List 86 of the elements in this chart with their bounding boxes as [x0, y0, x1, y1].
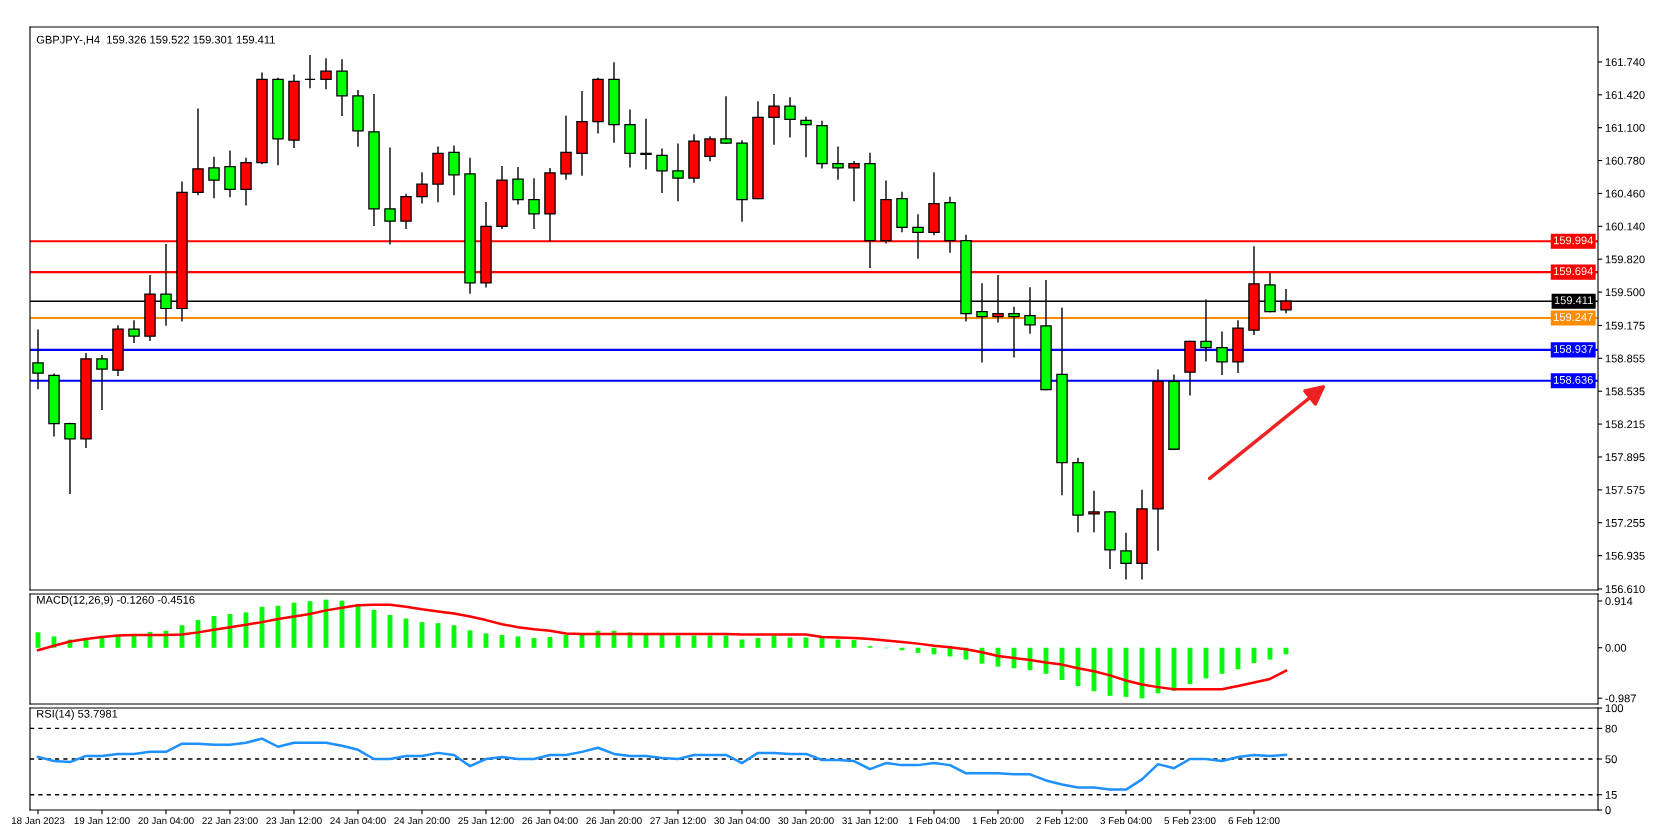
y-tick-label: 15 [1605, 791, 1617, 799]
x-tick-label: 31 Jan 12:00 [842, 817, 898, 825]
ref-line-label: 158.937 [1553, 345, 1593, 353]
y-tick-label: 161.100 [1605, 123, 1645, 132]
candlestick [672, 143, 684, 202]
y-tick-label: 0.914 [1605, 597, 1633, 606]
candlestick [640, 118, 652, 170]
ref-line-label: 159.411 [1554, 296, 1593, 305]
y-tick-label: 50 [1605, 755, 1617, 764]
ref-line-label: 159.247 [1553, 313, 1593, 322]
bar [803, 637, 809, 648]
y-tick-label: 160.460 [1605, 189, 1645, 198]
candlestick [832, 146, 844, 180]
candlestick [384, 147, 396, 245]
x-tick-label: 5 Feb 23:00 [1164, 816, 1216, 825]
candlestick [800, 116, 812, 158]
candlestick [304, 55, 316, 89]
candlestick [768, 94, 780, 145]
y-tick-label: 0 [1605, 806, 1611, 815]
x-tick-label: 23 Jan 12:00 [266, 817, 322, 825]
x-tick-label: 20 Jan 04:00 [138, 817, 194, 825]
x-tick-label: 27 Jan 12:00 [650, 817, 706, 825]
y-tick-label: 156.610 [1605, 585, 1645, 594]
x-tick-label: 19 Jan 12:00 [74, 817, 130, 825]
text: GBPJPY-,H4 159.326 159.522 159.301 159.411 [36, 35, 275, 45]
x-tick-label: 25 Jan 12:00 [458, 817, 514, 825]
candlestick [224, 150, 236, 198]
x-tick-label: 18 Jan 2023 [11, 817, 65, 825]
candlestick [192, 108, 204, 196]
candlestick [848, 160, 860, 202]
bar [787, 637, 793, 648]
candlestick [912, 214, 924, 259]
candlestick [128, 320, 140, 344]
y-tick-label: 160.140 [1605, 222, 1645, 231]
y-tick-label: 157.255 [1605, 518, 1645, 527]
ref-line-label: 159.694 [1553, 267, 1593, 276]
y-tick-label: 157.895 [1605, 453, 1645, 462]
candlestick [784, 97, 796, 138]
ref-line-label: 159.994 [1553, 236, 1593, 245]
chart-title: RSI(14) 53.7981 [37, 709, 118, 720]
x-tick-label: 26 Jan 20:00 [586, 817, 642, 825]
x-tick-label: 26 Jan 04:00 [522, 817, 578, 825]
y-tick-label: 158.535 [1605, 387, 1645, 396]
candlestick [96, 355, 108, 410]
chart-title: MACD(12,26,9) -0.1260 -0.4516 [37, 595, 195, 606]
y-tick-label: 161.420 [1605, 91, 1645, 99]
candlestick [416, 172, 428, 204]
candlestick [1008, 306, 1020, 358]
y-tick-label: 157.575 [1605, 486, 1645, 494]
y-tick-label: 160.780 [1605, 156, 1645, 165]
y-tick-label: 158.855 [1605, 354, 1645, 363]
candlestick [1088, 490, 1100, 533]
y-tick-label: 161.740 [1605, 58, 1645, 67]
candlestick [1120, 532, 1132, 580]
y-tick-label: 100 [1605, 704, 1624, 713]
candlestick [64, 422, 76, 495]
candlestick [720, 96, 732, 144]
y-tick-label: 156.935 [1605, 551, 1645, 560]
candlestick [656, 148, 668, 194]
x-tick-label: 1 Feb 20:00 [972, 816, 1024, 825]
x-tick-label: 30 Jan 20:00 [778, 817, 834, 825]
x-tick-label: 3 Feb 04:00 [1100, 816, 1152, 825]
x-tick-label: 30 Jan 04:00 [714, 817, 770, 825]
x-tick-label: 24 Jan 04:00 [330, 817, 386, 825]
x-tick-label: 6 Feb 12:00 [1228, 816, 1280, 825]
y-tick-label: 0.00 [1605, 643, 1627, 652]
y-tick-label: 159.500 [1605, 288, 1645, 297]
candlestick [320, 58, 332, 90]
candlestick [1216, 331, 1228, 375]
y-tick-label: -0.987 [1605, 694, 1636, 703]
candlestick [208, 156, 220, 199]
y-tick-label: 158.215 [1605, 420, 1645, 429]
y-tick-label: 80 [1605, 724, 1617, 733]
x-tick-label: 1 Feb 04:00 [908, 816, 960, 825]
candlestick [704, 136, 716, 162]
x-tick-label: 24 Jan 20:00 [394, 817, 450, 825]
x-tick-label: 2 Feb 12:00 [1036, 816, 1088, 825]
candlestick [448, 145, 460, 196]
y-tick-label: 159.820 [1605, 255, 1645, 264]
candlestick [528, 178, 540, 230]
line-series [36, 737, 1288, 791]
y-tick-label: 159.175 [1605, 321, 1645, 330]
ref-line-label: 158.636 [1553, 375, 1593, 384]
x-tick-label: 22 Jan 23:00 [202, 817, 258, 825]
candlestick [512, 167, 524, 205]
candlestick [560, 115, 572, 180]
